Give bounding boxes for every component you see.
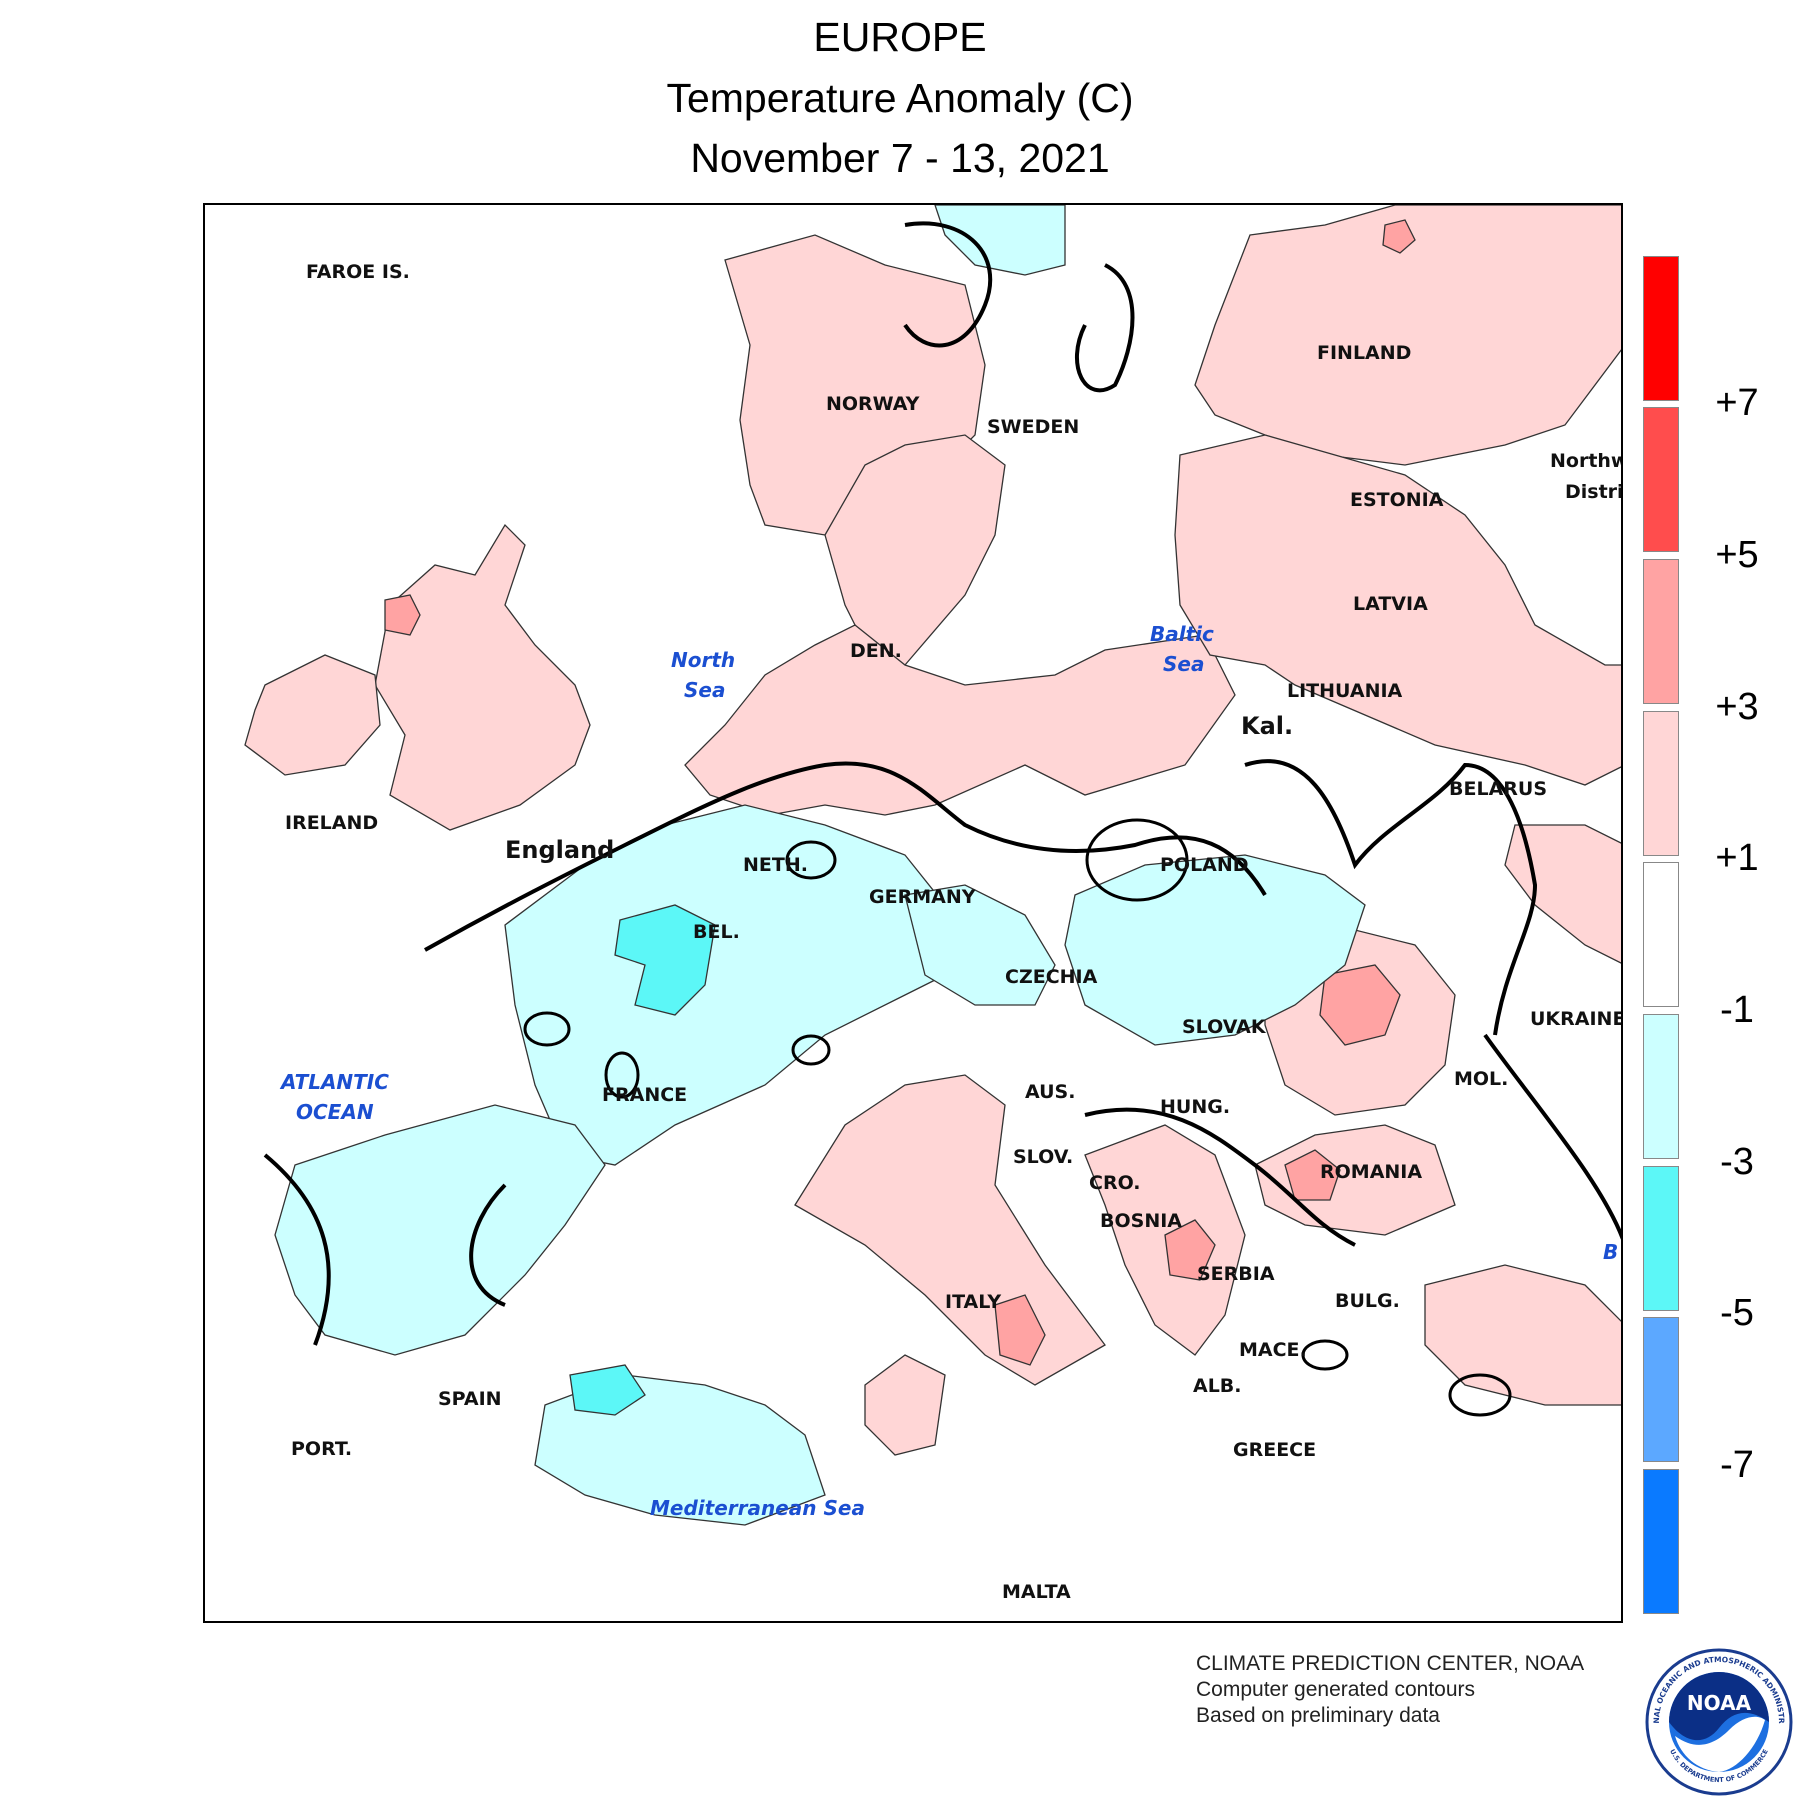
credit-line-1: CLIMATE PREDICTION CENTER, NOAA <box>1196 1652 1585 1675</box>
label-black-sea-partial: B <box>1603 1240 1618 1264</box>
label-netherlands: NETH. <box>743 854 808 876</box>
legend-bin-3-5 <box>1643 559 1679 704</box>
anomaly-rings <box>523 818 1512 1417</box>
legend-label-plus7: +7 <box>1715 382 1759 424</box>
label-moldova: MOL. <box>1454 1068 1508 1090</box>
label-baltic-sea-2: Sea <box>1163 652 1204 676</box>
label-denmark: DEN. <box>850 640 902 662</box>
legend-bin-minus5-7 <box>1643 1317 1679 1462</box>
label-belarus: BELARUS <box>1449 778 1547 800</box>
label-northwest-2: Distri <box>1565 481 1621 503</box>
label-austria: AUS. <box>1025 1081 1075 1103</box>
anomaly-map-canvas: FAROE IS. NORWAY SWEDEN FINLAND ESTONIA … <box>244 205 1621 1603</box>
label-northwest-1: Northw <box>1550 450 1621 472</box>
label-kaliningrad: Kal. <box>1241 712 1293 740</box>
label-malta: MALTA <box>1002 1581 1071 1603</box>
label-north-sea-2: Sea <box>684 678 725 702</box>
label-mediterranean: Mediterranean Sea <box>650 1496 865 1520</box>
map-title-variable: Temperature Anomaly (C) <box>666 75 1134 121</box>
label-albania: ALB. <box>1193 1375 1242 1397</box>
label-serbia: SERBIA <box>1197 1263 1275 1285</box>
label-macedonia: MACE. <box>1239 1339 1307 1361</box>
noaa-logo: NATIONAL OCEANIC AND ATMOSPHERIC ADMINIS… <box>1645 1648 1793 1796</box>
legend-label-minus3: -3 <box>1720 1141 1754 1183</box>
strong-cool-anomaly-layer <box>569 904 716 1416</box>
map-title-period: November 7 - 13, 2021 <box>690 135 1110 181</box>
legend-label-plus5: +5 <box>1715 534 1759 576</box>
label-atlantic-2: OCEAN <box>296 1100 374 1124</box>
credit-line-3: Based on preliminary data <box>1196 1704 1440 1727</box>
label-bosnia: BOSNIA <box>1100 1210 1182 1232</box>
label-croatia: CRO. <box>1089 1172 1141 1194</box>
label-sweden: SWEDEN <box>987 416 1079 438</box>
legend-label-plus1: +1 <box>1715 837 1759 879</box>
legend-bin-above-7 <box>1643 256 1679 401</box>
zero-contour-layer <box>263 221 1621 1346</box>
map-title-region: EUROPE <box>813 14 987 60</box>
legend-bin-minus1-3 <box>1643 1014 1679 1159</box>
label-italy: ITALY <box>945 1291 1001 1313</box>
label-slovakia: SLOVAK <box>1182 1016 1267 1038</box>
legend-label-minus7: -7 <box>1720 1444 1754 1486</box>
logo-wordmark: NOAA <box>1687 1691 1752 1715</box>
label-baltic-sea-1: Baltic <box>1150 622 1214 646</box>
label-spain: SPAIN <box>438 1388 502 1410</box>
legend-label-minus5: -5 <box>1720 1292 1754 1334</box>
label-england: England <box>505 836 614 864</box>
label-north-sea-1: North <box>671 648 735 672</box>
strong-warm-anomaly-layer <box>384 219 1416 1366</box>
label-bulgaria: BULG. <box>1335 1290 1400 1312</box>
legend-bin-5-7 <box>1643 407 1679 552</box>
legend-label-minus1: -1 <box>1720 989 1754 1031</box>
legend-bin-below-minus7 <box>1643 1469 1679 1614</box>
label-greece: GREECE <box>1233 1439 1316 1461</box>
label-latvia: LATVIA <box>1353 593 1428 615</box>
label-faroe: FAROE IS. <box>306 261 410 283</box>
label-portugal: PORT. <box>291 1438 352 1460</box>
legend-bin-1-3 <box>1643 711 1679 856</box>
legend-label-plus3: +3 <box>1715 686 1759 728</box>
label-ukraine: UKRAINE <box>1530 1008 1621 1030</box>
label-slovenia: SLOV. <box>1013 1146 1073 1168</box>
label-lithuania: LITHUANIA <box>1287 680 1403 702</box>
label-belgium: BEL. <box>693 921 740 943</box>
label-hungary: HUNG. <box>1160 1096 1230 1118</box>
label-germany: GERMANY <box>869 886 976 908</box>
label-norway: NORWAY <box>826 393 920 415</box>
label-poland: POLAND <box>1160 854 1249 876</box>
label-france: FRANCE <box>602 1084 687 1106</box>
map-labels: FAROE IS. NORWAY SWEDEN FINLAND ESTONIA … <box>279 261 1621 1603</box>
credit-line-2: Computer generated contours <box>1196 1678 1475 1701</box>
label-ireland: IRELAND <box>285 812 378 834</box>
label-romania: ROMANIA <box>1320 1161 1422 1183</box>
anomaly-map: FAROE IS. NORWAY SWEDEN FINLAND ESTONIA … <box>203 203 1623 1623</box>
label-estonia: ESTONIA <box>1350 489 1444 511</box>
label-atlantic-1: ATLANTIC <box>279 1070 389 1094</box>
label-czechia: CZECHIA <box>1005 966 1098 988</box>
legend-bin-minus3-5 <box>1643 1166 1679 1311</box>
legend-bin-neutral <box>1643 862 1679 1007</box>
label-finland: FINLAND <box>1317 342 1411 364</box>
